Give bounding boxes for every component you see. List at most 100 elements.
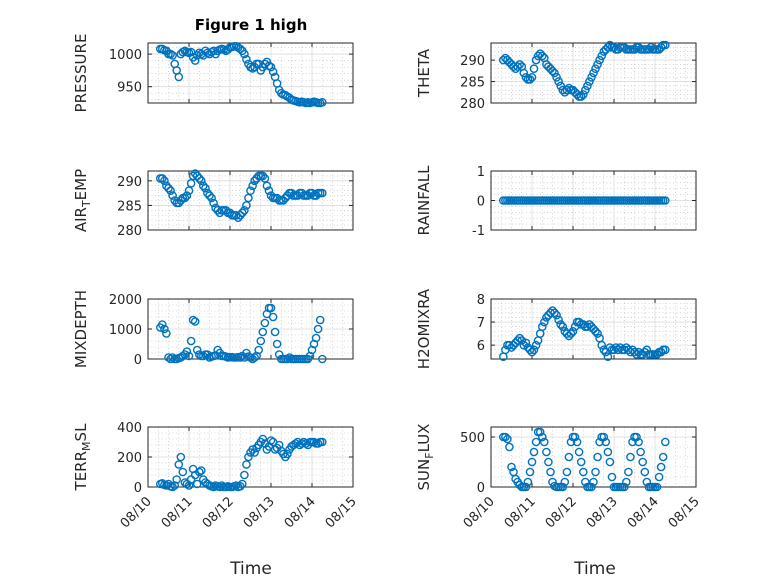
data-point	[525, 467, 535, 477]
data-point	[564, 83, 574, 93]
data-point	[632, 350, 641, 359]
data-point	[654, 472, 664, 482]
data-point	[613, 345, 623, 355]
data-point	[568, 326, 578, 336]
data-point	[572, 90, 582, 99]
data-point	[558, 482, 568, 492]
data-point	[254, 345, 264, 355]
data-point	[182, 191, 192, 200]
data-point	[297, 439, 307, 448]
data-point	[529, 447, 539, 457]
data-point	[593, 329, 602, 338]
y-tick-label: 1000	[109, 323, 142, 338]
data-point	[196, 176, 206, 186]
y-tick-label: 280	[460, 97, 485, 112]
data-point	[587, 73, 596, 82]
data-point	[658, 452, 668, 462]
data-point	[317, 354, 327, 364]
data-point	[313, 324, 323, 334]
y-tick-label: 1000	[109, 48, 142, 63]
y-tick-label: 280	[117, 224, 142, 239]
y-tick-label: 0	[477, 481, 485, 496]
x-tick-label: 08/15	[323, 494, 360, 531]
data-point	[317, 98, 327, 107]
data-point	[256, 336, 266, 346]
data-point	[634, 347, 643, 357]
data-point	[622, 477, 631, 487]
data-point	[293, 191, 302, 200]
data-point	[264, 186, 274, 195]
y-axis-label: SUNFLUX	[415, 424, 436, 491]
data-point	[262, 181, 272, 191]
data-point	[168, 482, 177, 492]
data-point	[564, 452, 574, 462]
data-point	[235, 44, 245, 54]
data-point	[572, 437, 582, 447]
data-point	[258, 434, 268, 444]
data-point	[240, 470, 249, 480]
data-point	[642, 477, 652, 487]
data-point	[237, 479, 247, 489]
data-point	[285, 353, 294, 362]
data-point	[554, 315, 563, 325]
data-point	[579, 467, 588, 477]
data-point	[597, 340, 607, 350]
y-tick-label: 290	[117, 175, 142, 190]
data-point	[607, 472, 617, 482]
data-point	[268, 67, 278, 76]
data-point	[184, 186, 194, 195]
data-point	[587, 482, 596, 492]
data-point	[581, 477, 590, 487]
x-tick-label: 08/12	[543, 494, 580, 531]
y-axis-label: RAINFALL	[415, 165, 433, 236]
data-point	[240, 353, 249, 362]
x-tick-label: 08/13	[241, 494, 278, 531]
data-point	[560, 477, 570, 487]
data-point	[166, 186, 175, 195]
data-point	[661, 345, 670, 355]
data-point	[595, 55, 604, 65]
data-point	[196, 466, 206, 475]
data-point	[548, 66, 557, 76]
data-point	[585, 77, 594, 86]
data-point	[535, 427, 545, 437]
data-point	[525, 75, 535, 84]
data-point	[589, 477, 598, 487]
data-point	[661, 437, 670, 447]
data-point	[632, 432, 641, 442]
data-point	[538, 51, 547, 61]
data-point	[620, 482, 629, 492]
data-point	[636, 447, 645, 457]
data-point	[581, 85, 590, 95]
data-point	[517, 336, 527, 345]
data-point	[593, 60, 602, 69]
subplot-1: 950 1000 PRESSURE	[72, 34, 354, 112]
data-point	[166, 49, 175, 59]
data-point	[529, 64, 539, 73]
data-point	[597, 51, 607, 61]
y-tick-label: 200	[117, 451, 142, 466]
y-tick-label: 950	[117, 81, 142, 96]
data-point	[162, 181, 171, 191]
data-point	[552, 73, 561, 82]
data-point	[661, 196, 670, 205]
x-tick-label: 08/11	[159, 494, 196, 531]
data-point	[266, 62, 276, 72]
data-point	[640, 467, 650, 477]
data-point	[315, 315, 325, 325]
y-tick-label: 1	[477, 165, 485, 180]
data-point	[203, 188, 212, 198]
data-point	[525, 345, 535, 355]
axes-box	[490, 298, 697, 360]
data-point	[217, 481, 227, 490]
y-tick-label: 290	[460, 54, 485, 69]
subplot-2: 280 285 290 THETA	[415, 40, 697, 112]
y-axis-label: H2OMIXRA	[415, 288, 433, 369]
data-point	[174, 460, 184, 469]
data-point	[531, 437, 541, 447]
subplot-7: 0 200 400 08/10 08/11 08/12 08/13 08/14 08/15 TER…	[72, 421, 360, 531]
data-point	[523, 477, 533, 487]
axes-box	[490, 42, 697, 104]
data-point	[209, 482, 218, 492]
data-point	[176, 452, 186, 462]
